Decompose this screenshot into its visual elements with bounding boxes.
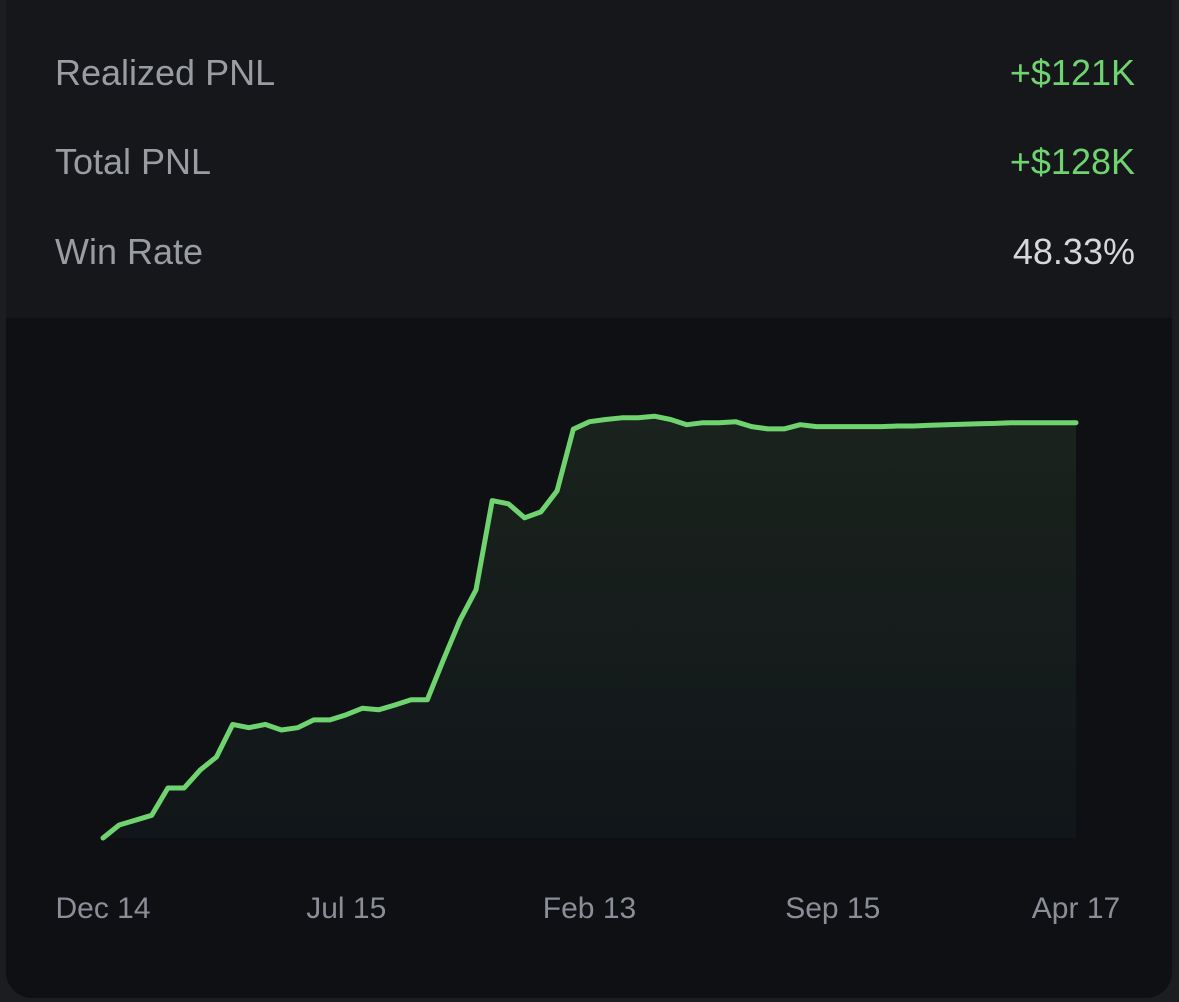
stat-label: Win Rate — [55, 231, 204, 272]
stat-row: Realized PNL +$121K — [55, 48, 1135, 98]
pnl-card: Realized PNL +$121K Total PNL +$128K Win… — [6, 0, 1172, 998]
stat-row: Total PNL +$128K — [55, 137, 1135, 187]
stat-row: Win Rate 48.33% — [55, 227, 1135, 277]
stat-value: +$121K — [1009, 52, 1135, 93]
stat-value: +$128K — [1009, 141, 1135, 182]
chart: Dec 14 Jul 15 Feb 13 Sep 15 Apr 17 — [55, 413, 1120, 925]
line — [100, 413, 1079, 841]
stats-panel: Realized PNL +$121K Total PNL +$128K Win… — [6, 0, 1172, 318]
x-tick-label: Sep 15 — [785, 892, 880, 925]
x-tick-label: Jul 15 — [306, 892, 386, 925]
x-tick-label: Feb 13 — [543, 892, 636, 925]
stat-value: 48.33% — [1012, 231, 1135, 272]
area — [103, 416, 1076, 838]
x-tick-label: Apr 17 — [1032, 892, 1120, 925]
x-tick-label: Dec 14 — [55, 892, 150, 925]
stat-label: Total PNL — [55, 141, 212, 182]
stat-label: Realized PNL — [55, 52, 276, 93]
